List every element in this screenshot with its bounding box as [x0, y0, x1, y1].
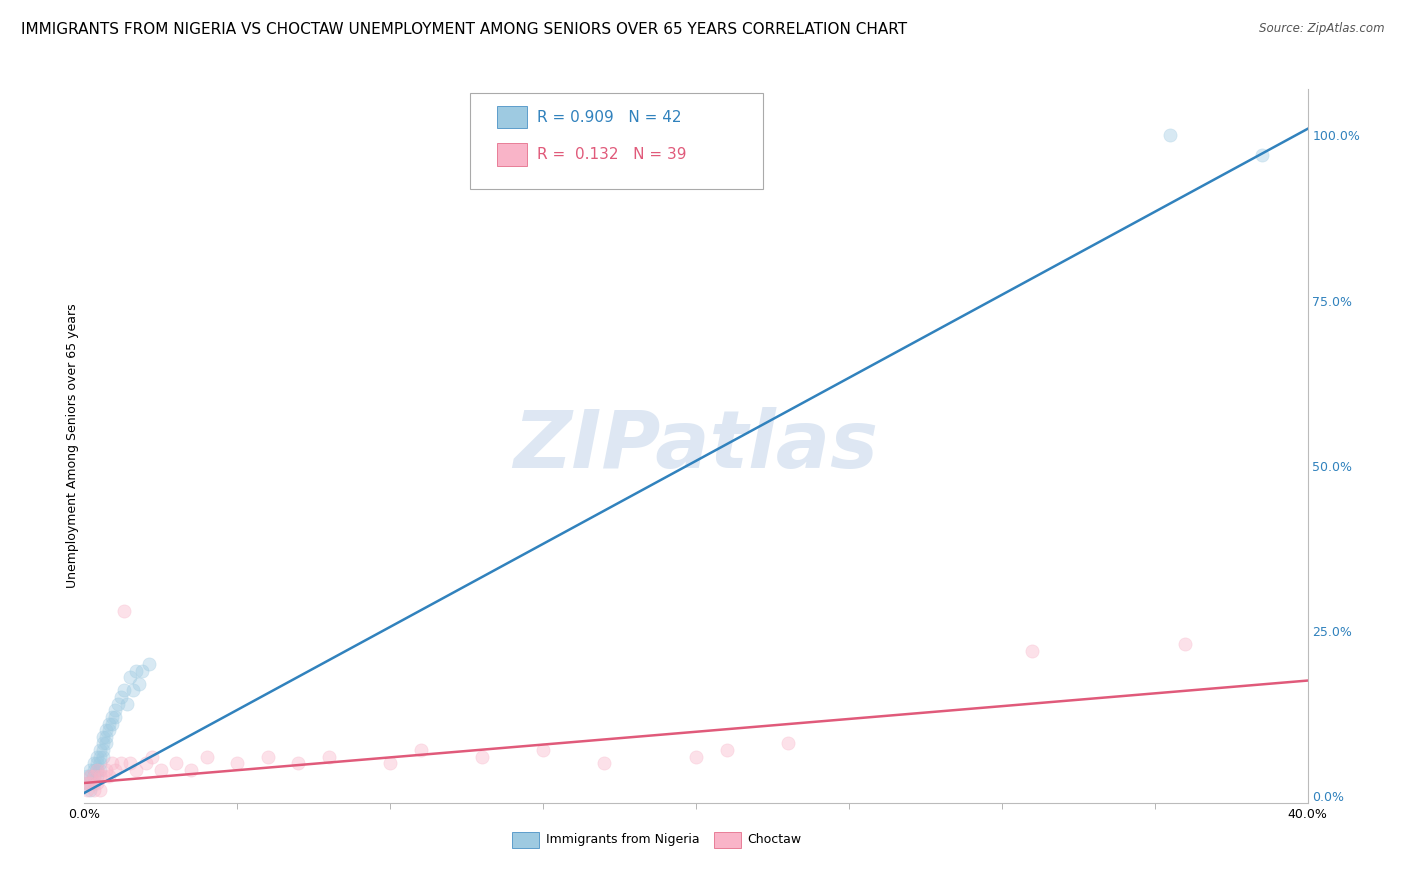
- Point: [776, 736, 799, 750]
- Point: [122, 683, 145, 698]
- Point: [112, 604, 135, 618]
- Text: R =  0.132   N = 39: R = 0.132 N = 39: [537, 147, 686, 162]
- Point: [89, 749, 111, 764]
- Point: [86, 749, 108, 764]
- Text: ZIPatlas: ZIPatlas: [513, 407, 879, 485]
- Point: [101, 756, 124, 771]
- Point: [83, 769, 105, 783]
- Text: Source: ZipAtlas.com: Source: ZipAtlas.com: [1260, 22, 1385, 36]
- Point: [94, 736, 117, 750]
- Point: [89, 743, 111, 757]
- Point: [76, 782, 98, 797]
- Point: [1174, 637, 1197, 651]
- Point: [120, 756, 142, 771]
- Point: [83, 769, 105, 783]
- Point: [257, 749, 280, 764]
- Text: Choctaw: Choctaw: [748, 833, 801, 847]
- Point: [79, 776, 101, 790]
- Point: [125, 664, 148, 678]
- Point: [107, 697, 129, 711]
- Point: [120, 670, 142, 684]
- FancyBboxPatch shape: [496, 144, 527, 166]
- Point: [83, 782, 105, 797]
- Point: [89, 769, 111, 783]
- Point: [318, 749, 340, 764]
- Point: [165, 756, 187, 771]
- Text: Immigrants from Nigeria: Immigrants from Nigeria: [546, 833, 699, 847]
- Point: [89, 782, 111, 797]
- FancyBboxPatch shape: [714, 832, 741, 847]
- Point: [226, 756, 249, 771]
- Point: [104, 710, 127, 724]
- Point: [101, 710, 124, 724]
- Point: [128, 677, 150, 691]
- Point: [1021, 644, 1043, 658]
- Point: [97, 769, 120, 783]
- Point: [79, 763, 101, 777]
- Text: R = 0.909   N = 42: R = 0.909 N = 42: [537, 110, 682, 125]
- Point: [380, 756, 402, 771]
- Point: [112, 683, 135, 698]
- Point: [91, 749, 114, 764]
- Point: [135, 756, 157, 771]
- Point: [110, 756, 132, 771]
- Point: [287, 756, 309, 771]
- FancyBboxPatch shape: [496, 105, 527, 128]
- Y-axis label: Unemployment Among Seniors over 65 years: Unemployment Among Seniors over 65 years: [66, 303, 79, 589]
- Point: [1250, 148, 1272, 162]
- Point: [94, 763, 117, 777]
- Point: [141, 749, 163, 764]
- Point: [471, 749, 494, 764]
- Point: [101, 716, 124, 731]
- Point: [91, 736, 114, 750]
- Point: [97, 723, 120, 738]
- Point: [180, 763, 202, 777]
- FancyBboxPatch shape: [470, 93, 763, 189]
- FancyBboxPatch shape: [513, 832, 540, 847]
- Point: [91, 743, 114, 757]
- Point: [1159, 128, 1181, 143]
- Point: [79, 769, 101, 783]
- Point: [91, 730, 114, 744]
- Point: [79, 782, 101, 797]
- Point: [79, 769, 101, 783]
- Point: [138, 657, 160, 671]
- Point: [409, 743, 432, 757]
- Point: [83, 776, 105, 790]
- Point: [131, 664, 153, 678]
- Point: [76, 776, 98, 790]
- Point: [593, 756, 616, 771]
- Point: [83, 763, 105, 777]
- Point: [94, 730, 117, 744]
- Point: [531, 743, 554, 757]
- Point: [97, 716, 120, 731]
- Point: [89, 763, 111, 777]
- Point: [86, 776, 108, 790]
- Point: [76, 769, 98, 783]
- Point: [104, 763, 127, 777]
- Point: [86, 769, 108, 783]
- Point: [91, 769, 114, 783]
- Point: [94, 723, 117, 738]
- Point: [86, 763, 108, 777]
- Text: IMMIGRANTS FROM NIGERIA VS CHOCTAW UNEMPLOYMENT AMONG SENIORS OVER 65 YEARS CORR: IMMIGRANTS FROM NIGERIA VS CHOCTAW UNEMP…: [21, 22, 907, 37]
- Point: [86, 763, 108, 777]
- Point: [83, 756, 105, 771]
- Point: [115, 697, 138, 711]
- Point: [195, 749, 218, 764]
- Point: [716, 743, 738, 757]
- Point: [125, 763, 148, 777]
- Point: [104, 703, 127, 717]
- Point: [76, 776, 98, 790]
- Point: [89, 756, 111, 771]
- Point: [86, 756, 108, 771]
- Point: [149, 763, 172, 777]
- Point: [685, 749, 707, 764]
- Point: [110, 690, 132, 704]
